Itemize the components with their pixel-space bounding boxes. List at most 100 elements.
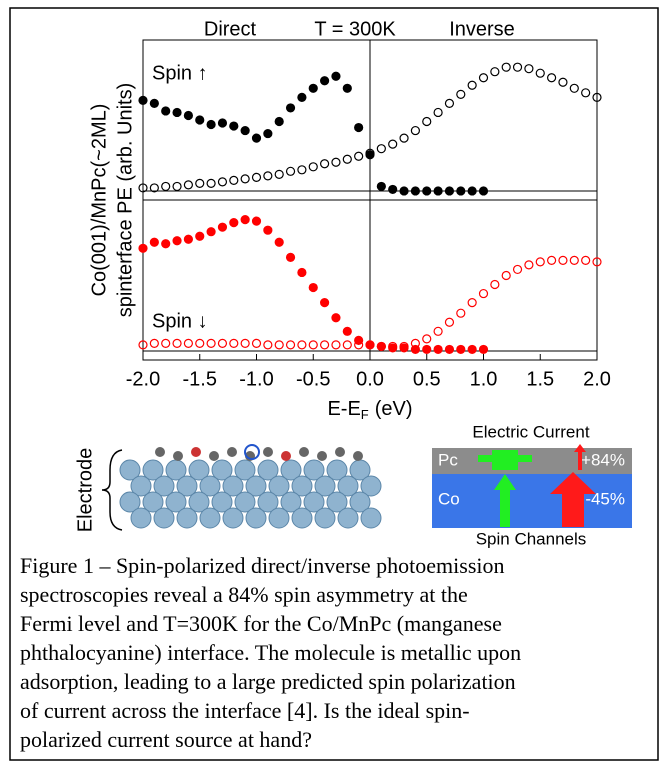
atom <box>349 491 371 513</box>
x-tick-label: 1.5 <box>526 368 554 390</box>
data-point <box>285 166 296 176</box>
data-point <box>422 116 432 127</box>
data-point <box>512 62 523 72</box>
data-point <box>263 340 273 350</box>
data-point <box>558 77 568 87</box>
molecule-atom <box>263 447 273 457</box>
data-point <box>490 279 500 290</box>
data-point <box>546 255 557 265</box>
data-point <box>376 341 386 352</box>
figure-border <box>9 7 659 761</box>
data-point <box>365 340 375 350</box>
data-point <box>342 340 352 350</box>
data-point <box>195 115 205 125</box>
data-point <box>501 270 511 281</box>
data-point <box>410 338 420 348</box>
atom <box>234 459 256 481</box>
atom <box>291 475 313 497</box>
spin-label: Spin ↑ <box>152 62 208 84</box>
molecule-atom <box>191 447 201 457</box>
data-point <box>320 340 330 350</box>
data-point <box>467 298 477 308</box>
data-point <box>376 144 386 154</box>
data-point <box>399 133 409 143</box>
atom <box>188 459 210 481</box>
data-point <box>206 227 216 237</box>
data-point <box>138 340 148 350</box>
data-point <box>297 92 307 102</box>
x-tick-label: -0.5 <box>296 368 330 390</box>
data-point <box>376 181 386 192</box>
molecule-atom <box>317 451 327 461</box>
data-point <box>263 225 273 235</box>
atom <box>142 459 164 481</box>
atom <box>176 507 198 529</box>
data-point <box>444 344 455 355</box>
caption-line: adsorption, leading to a large predicted… <box>20 669 516 694</box>
data-point <box>138 183 148 193</box>
data-point <box>433 326 443 336</box>
data-point <box>285 340 296 350</box>
data-point <box>297 340 307 350</box>
data-point <box>183 338 193 348</box>
data-point <box>524 260 534 270</box>
data-point <box>308 340 318 350</box>
molecule-atom <box>353 451 363 461</box>
data-point <box>399 341 409 352</box>
data-point <box>331 340 341 350</box>
data-point <box>149 237 159 247</box>
atom <box>153 507 175 529</box>
caption-line: phthalocyanine) interface. The molecule … <box>20 640 521 665</box>
data-point <box>422 186 432 196</box>
x-axis-label-unit: (eV) <box>375 398 413 420</box>
atom <box>257 491 279 513</box>
data-point <box>399 186 409 196</box>
data-point <box>581 88 591 98</box>
data-point <box>354 340 364 350</box>
data-point <box>535 257 545 267</box>
data-point <box>149 98 159 108</box>
data-point <box>285 103 296 113</box>
data-point <box>274 116 284 127</box>
caption-line: spectroscopies reveal a 84% spin asymmet… <box>20 582 468 607</box>
spin-label: Spin ↓ <box>152 310 208 332</box>
data-point <box>331 71 341 81</box>
data-point <box>320 159 330 169</box>
data-point <box>490 67 500 77</box>
atom <box>360 475 382 497</box>
data-point <box>251 133 262 143</box>
atom <box>280 491 302 513</box>
data-point <box>388 139 398 149</box>
atom <box>176 475 198 497</box>
data-point <box>172 107 182 118</box>
data-point <box>297 267 307 278</box>
co-label: Co <box>438 489 460 508</box>
data-point <box>172 236 182 246</box>
brace <box>101 449 123 531</box>
data-point <box>478 186 489 196</box>
data-point <box>161 106 171 116</box>
data-point <box>183 180 193 190</box>
atom <box>337 475 359 497</box>
molecule-atom <box>155 447 165 457</box>
caption-line: polarized current source at hand? <box>20 727 312 752</box>
data-point <box>217 338 228 348</box>
molecule-atom <box>209 451 219 461</box>
data-point <box>546 73 557 83</box>
data-point <box>444 317 455 327</box>
atom <box>119 459 141 481</box>
atom <box>314 475 336 497</box>
caption-line: Figure 1 – Spin-polarized direct/inverse… <box>20 553 505 578</box>
data-point <box>456 186 466 196</box>
atom <box>337 507 359 529</box>
data-point <box>217 222 228 232</box>
x-axis-label-sub: F <box>361 407 369 422</box>
data-point <box>308 282 318 293</box>
data-point <box>467 344 477 355</box>
x-tick-label: 0.0 <box>356 368 384 390</box>
atom <box>199 507 221 529</box>
data-point <box>195 231 205 241</box>
data-point <box>263 171 273 181</box>
header-inverse: Inverse <box>449 18 515 40</box>
